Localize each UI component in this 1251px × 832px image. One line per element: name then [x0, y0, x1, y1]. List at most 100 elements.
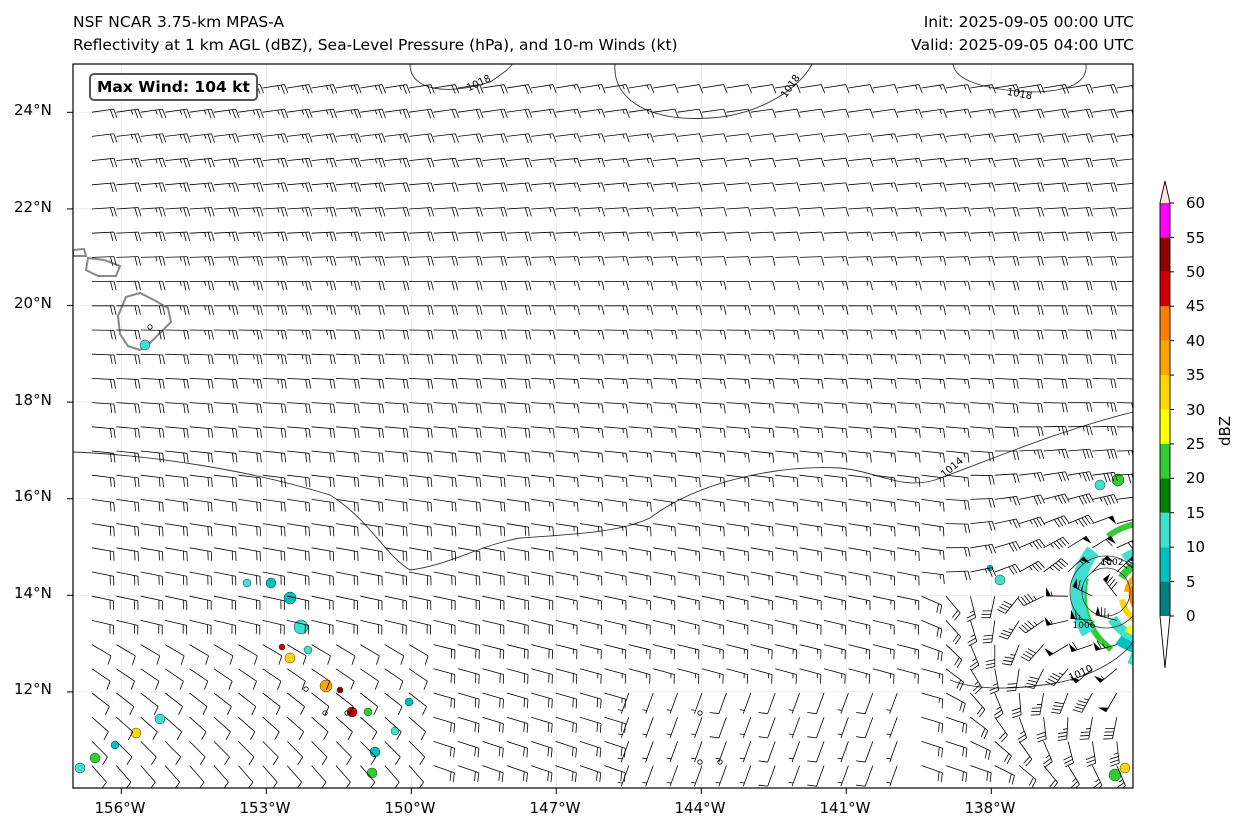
max-wind-box: Max Wind: 104 kt: [89, 73, 258, 101]
wind-barb: [994, 496, 1021, 506]
wind-barb: [1092, 108, 1118, 119]
wind-barb: [897, 378, 922, 389]
wind-barb: [457, 692, 480, 709]
wind-barb: [262, 620, 285, 635]
calm-wind-circle: [303, 686, 309, 692]
wind-barb: [579, 231, 605, 242]
wind-barb: [823, 474, 848, 488]
wind-barb: [701, 207, 727, 217]
wind-barb: [91, 620, 114, 635]
wind-barb: [286, 716, 305, 741]
wind-barb: [628, 499, 652, 512]
wind-barb: [262, 256, 288, 266]
wind-barb: [897, 329, 922, 340]
wind-barb: [994, 108, 1021, 119]
wind-barb: [433, 256, 459, 266]
wind-barb: [837, 741, 849, 763]
wind-barb: [384, 668, 404, 690]
wind-barb: [1116, 207, 1133, 210]
wind-barb: [482, 765, 504, 782]
wind-barb: [1030, 692, 1044, 716]
wind-barb: [628, 256, 654, 266]
wind-barb: [287, 450, 311, 463]
wind-barb: [262, 329, 288, 340]
wind-barb: [1043, 305, 1068, 315]
wind-barb: [482, 84, 508, 94]
wind-barb: [823, 571, 847, 586]
wind-barb: [701, 450, 726, 463]
wind-barb: [1043, 493, 1070, 505]
wind-barb: [921, 207, 947, 217]
wind-barb: [213, 133, 240, 143]
wind-barb: [739, 692, 752, 714]
wind-barb: [140, 280, 166, 291]
wind-barb: [287, 182, 313, 193]
wind-barb: [311, 450, 335, 463]
colorbar-segment: [1160, 581, 1170, 616]
wind-barb: [1092, 182, 1118, 193]
wind-barb: [140, 305, 166, 315]
wind-barb: [335, 644, 356, 665]
wind-barb: [969, 644, 980, 671]
wind-barb: [506, 426, 531, 438]
wind-barb: [335, 108, 362, 119]
wind-barb: [287, 157, 313, 168]
colorbar-tick-label: 0: [1186, 607, 1196, 625]
wind-barb: [433, 231, 459, 242]
wind-barb: [701, 426, 726, 438]
wind-barb: [1019, 305, 1044, 315]
wind-barb: [360, 329, 385, 340]
colorbar-tick-label: 30: [1186, 401, 1206, 419]
wind-barb: [691, 692, 703, 714]
wind-barb: [1018, 741, 1033, 767]
wind-barb: [1072, 578, 1093, 597]
wind-barb: [165, 474, 189, 488]
wind-barb: [775, 474, 799, 488]
wind-barb: [506, 547, 530, 561]
wind-barb: [262, 157, 288, 168]
wind-barb: [116, 547, 139, 561]
wind-barb: [1092, 207, 1118, 217]
wind-barb: [653, 157, 679, 168]
wind-barb: [945, 207, 971, 217]
wind-barb: [848, 571, 871, 586]
wind-barb: [1019, 329, 1044, 340]
wind-barb: [750, 353, 775, 365]
wind-barb: [872, 133, 899, 143]
colorbar-label: dBZ: [1216, 415, 1234, 446]
wind-barb: [872, 256, 898, 266]
wind-barb: [360, 741, 377, 765]
wind-barb: [311, 644, 331, 665]
wind-barb: [653, 256, 678, 266]
wind-barb: [165, 231, 191, 242]
wind-barb: [799, 182, 825, 192]
wind-barb: [628, 378, 653, 389]
wind-barb: [994, 84, 1021, 94]
wind-barb: [604, 474, 628, 488]
calm-wind-circle: [147, 324, 153, 330]
wind-barb: [482, 595, 505, 611]
wind-barb: [91, 378, 116, 389]
wind-barb: [1019, 426, 1044, 437]
wind-barb: [311, 620, 334, 635]
wind-barb: [140, 378, 165, 389]
wind-barb: [238, 280, 263, 291]
wind-barb: [189, 207, 215, 217]
wind-barb: [384, 157, 410, 168]
wind-barb: [970, 157, 996, 168]
wind-barb: [482, 474, 506, 488]
wind-barb: [360, 595, 383, 611]
wind-barb: [335, 668, 355, 690]
wind-barb: [677, 157, 703, 168]
wind-barb: [335, 133, 362, 143]
wind-barb: [945, 692, 966, 713]
wind-barb: [945, 305, 971, 315]
wind-barb: [970, 305, 995, 315]
convective-cell: [1111, 473, 1125, 487]
wind-barb: [262, 402, 287, 414]
wind-barb: [238, 668, 257, 690]
wind-barb: [604, 426, 628, 438]
wind-barb: [433, 571, 456, 586]
wind-barb: [1116, 473, 1133, 484]
wind-barb: [921, 716, 944, 733]
